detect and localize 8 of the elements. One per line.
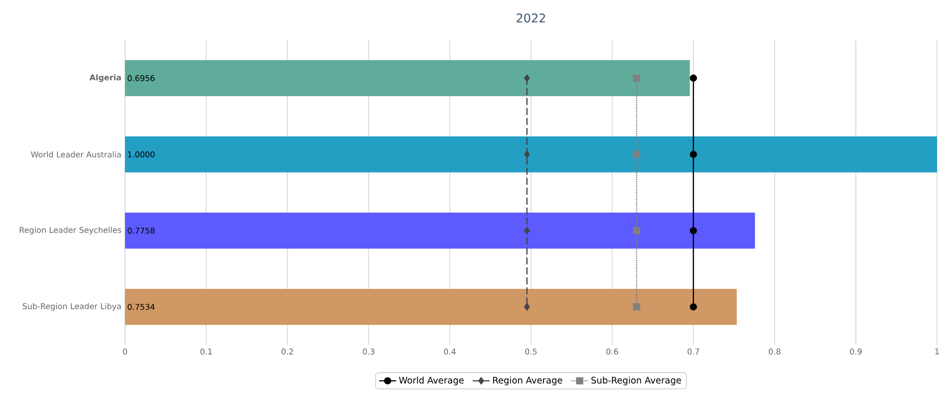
bar xyxy=(125,288,737,325)
bar xyxy=(125,136,938,172)
legend-label: Region Average xyxy=(493,376,562,386)
bar xyxy=(125,60,690,96)
legend-label: World Average xyxy=(399,376,464,386)
chart-title: 2022 xyxy=(516,13,546,23)
legend-label: Sub-Region Average xyxy=(591,376,682,386)
bar xyxy=(125,212,755,249)
